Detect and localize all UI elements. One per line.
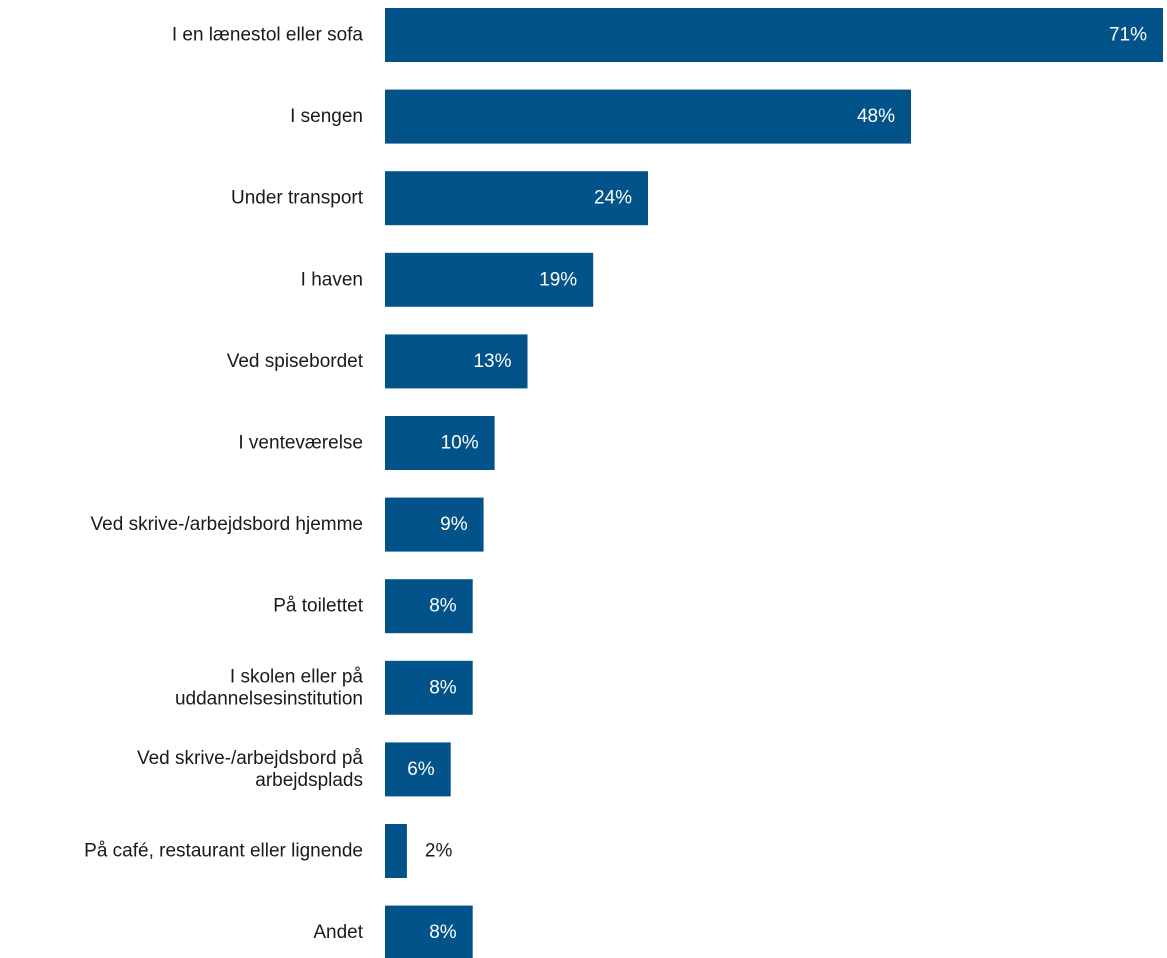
category-label-8: I skolen eller på uddannelsesinstitution — [175, 666, 363, 709]
bar-6 — [385, 497, 484, 552]
bar-0 — [385, 8, 1163, 62]
category-label-2: Under transport — [231, 188, 364, 209]
category-label-10: På café, restaurant eller lignende — [84, 841, 363, 862]
value-label-5: 10% — [441, 433, 479, 454]
bar-4 — [385, 334, 528, 389]
category-labels-group: I en lænestol eller sofa I sengen Under tr… — [84, 25, 364, 944]
value-label-6: 9% — [440, 514, 468, 535]
value-labels-group: 71% 48% 24% 19% 13% 10% 9% 8% 8% 6% 2% 8% — [407, 25, 1147, 944]
bar-5 — [385, 416, 495, 470]
bar-7 — [385, 579, 473, 634]
category-label-4: Ved spisebordet — [227, 351, 364, 372]
bar-2 — [385, 171, 648, 226]
category-label-9: Ved skrive-/arbejdsbord på arbejdsplads — [137, 748, 363, 791]
category-label-11: Andet — [313, 922, 363, 943]
value-label-0: 71% — [1109, 25, 1147, 46]
bar-9 — [385, 742, 451, 797]
value-label-2: 24% — [594, 188, 632, 209]
value-label-4: 13% — [473, 351, 511, 372]
bar-1 — [385, 89, 911, 144]
bars-group — [385, 8, 1163, 958]
bar-8 — [385, 660, 473, 715]
bar-11 — [385, 905, 473, 958]
bar-3 — [385, 252, 594, 307]
category-label-6: Ved skrive-/arbejdsbord hjemme — [91, 514, 363, 535]
category-label-5: I venteværelse — [238, 433, 363, 454]
category-label-1: I sengen — [290, 106, 363, 127]
value-label-1: 48% — [857, 106, 895, 127]
value-label-10: 2% — [425, 841, 453, 862]
bar-10 — [385, 824, 407, 878]
value-label-3: 19% — [539, 269, 577, 290]
value-label-9: 6% — [407, 759, 435, 780]
category-label-7: På toilettet — [273, 596, 363, 617]
category-label-0: I en lænestol eller sofa — [172, 25, 364, 46]
value-label-7: 8% — [429, 596, 457, 617]
category-label-3: I haven — [301, 269, 363, 290]
value-label-8: 8% — [429, 677, 457, 698]
value-label-11: 8% — [429, 922, 457, 943]
